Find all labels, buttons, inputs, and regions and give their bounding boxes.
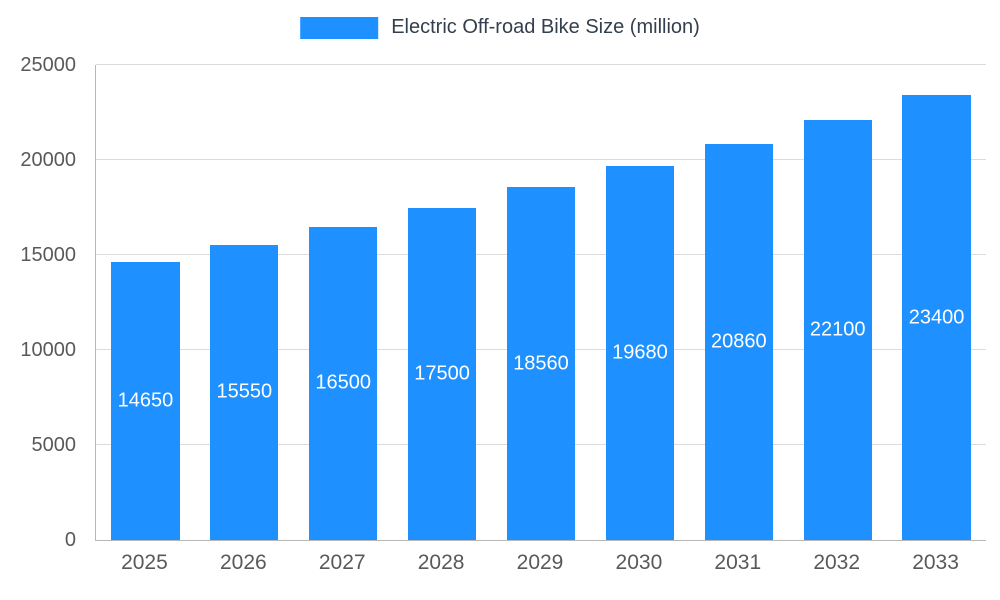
bar-2026[interactable]: 15550: [210, 244, 279, 540]
gridline: [96, 159, 986, 160]
bar-value-label: 14650: [117, 389, 174, 412]
bar-value-label: 16500: [315, 371, 372, 394]
x-tick-label: 2031: [714, 551, 762, 574]
bar-2027[interactable]: 16500: [309, 226, 378, 540]
bar-slot: 17500: [393, 65, 492, 540]
bar-slot: 23400: [887, 65, 986, 540]
bar-slot: 19680: [590, 65, 689, 540]
y-tick-label: 0: [64, 529, 76, 551]
bar-slot: 18560: [492, 65, 591, 540]
bar-2029[interactable]: 18560: [506, 187, 576, 540]
bars: 14650 15550 16500 17500 18560 19680 20860 22100…: [96, 65, 986, 540]
legend[interactable]: Electric Off-road Bike Size (million): [300, 16, 700, 39]
y-tick-label: 15000: [20, 244, 76, 266]
bar-value-label: 15550: [216, 380, 273, 403]
x-tick-label: 2033: [912, 551, 959, 574]
legend-label: Electric Off-road Bike Size (million): [391, 16, 700, 38]
plot-area: 14650 15550 16500 17500 18560 19680 20860 22100…: [95, 64, 986, 541]
x-tick-label: 2027: [318, 551, 366, 574]
x-tick-label: 2029: [516, 551, 564, 574]
bar-slot: 14650: [96, 65, 195, 540]
y-tick-label: 25000: [20, 54, 76, 76]
x-tick-label: 2032: [813, 551, 861, 574]
bar-value-label: 19680: [612, 341, 668, 364]
bar-slot: 15550: [195, 65, 294, 540]
bar-2031[interactable]: 20860: [704, 143, 773, 540]
bar-2025[interactable]: 14650: [111, 261, 180, 540]
bar-2032[interactable]: 22100: [803, 120, 872, 540]
bar-value-label: 18560: [513, 352, 569, 375]
x-tick-label: 2030: [615, 551, 663, 574]
bar-value-label: 20860: [710, 330, 767, 353]
bar-value-label: 17500: [414, 362, 470, 385]
y-tick-label: 10000: [20, 339, 76, 361]
x-tick-label: 2028: [417, 551, 465, 574]
y-tick-label: 20000: [20, 149, 76, 171]
bar-value-label: 23400: [908, 306, 965, 329]
x-tick-label: 2025: [121, 551, 168, 574]
bar-value-label: 22100: [809, 318, 866, 341]
bar-slot: 20860: [689, 65, 788, 540]
x-tick-label: 2026: [219, 551, 267, 574]
gridline: [96, 64, 986, 65]
y-tick-label: 5000: [31, 434, 77, 456]
legend-swatch-icon: [300, 16, 379, 39]
x-axis-labels: 2025 2026 2027 2028 2029 2030 2031 2032 2033: [95, 551, 985, 575]
bar-2030[interactable]: 19680: [605, 166, 675, 540]
bar-slot: 22100: [788, 65, 887, 540]
bar-2033[interactable]: 23400: [902, 95, 971, 540]
y-axis-labels: 0 5000 10000 15000 20000 25000: [0, 55, 88, 550]
bar-2028[interactable]: 17500: [408, 207, 477, 540]
bar-slot: 16500: [294, 65, 393, 540]
